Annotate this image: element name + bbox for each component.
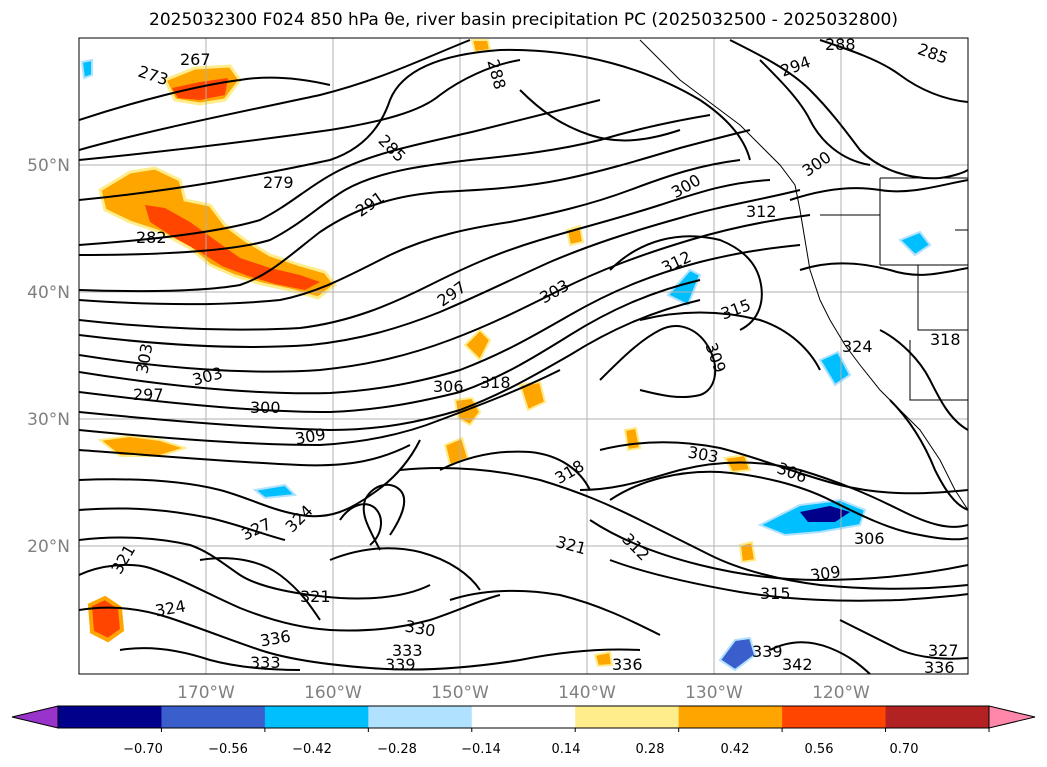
contour-label: 267 [180, 50, 211, 69]
map-title: 2025032300 F024 850 hPa θe, river basin … [149, 10, 898, 30]
colorbar-segment [471, 706, 576, 728]
colorbar-tick-label: 0.70 [890, 742, 919, 757]
colorbar-segment [782, 706, 887, 728]
precip-positive-region [738, 540, 757, 564]
lon-label: 160°W [304, 683, 362, 703]
contour-label: 342 [782, 655, 813, 674]
contour-label: 318 [480, 373, 511, 392]
plot-frame [78, 37, 969, 675]
lat-label: 30°N [27, 410, 70, 430]
colorbar-tick-label: 0.42 [721, 742, 750, 757]
colorbar-segment [678, 706, 783, 728]
lon-label: 140°W [558, 683, 616, 703]
precip-positive-region [463, 328, 492, 362]
precip-positive-region [97, 434, 189, 457]
precip-negative-region [898, 230, 932, 257]
precip-positive-region [593, 650, 614, 668]
contour-label: 339 [385, 655, 416, 674]
colorbar-extend-max [988, 705, 1036, 729]
contour-label: 315 [760, 584, 791, 603]
contour-label: 279 [263, 173, 294, 192]
colorbar-segment [575, 706, 680, 728]
lon-label: 120°W [812, 683, 870, 703]
lat-label: 20°N [27, 537, 70, 557]
contour-label: 309 [809, 562, 842, 585]
precip-negative-region [666, 268, 702, 307]
contour-label: 300 [250, 398, 281, 417]
precip-positive-region [87, 595, 125, 643]
contour-label: 282 [136, 228, 167, 247]
contour-label: 336 [924, 658, 955, 677]
latitude-labels: 50°N 40°N 30°N 20°N [27, 156, 70, 557]
lon-label: 130°W [685, 683, 743, 703]
coastline [639, 39, 968, 511]
contour-label: 306 [854, 529, 885, 548]
colorbar-tick-label: 0.56 [805, 742, 834, 757]
colorbar-tick-label: 0.28 [636, 742, 665, 757]
contour-label: 339 [752, 642, 783, 661]
colorbar-segment [264, 706, 369, 728]
contour-label: 321 [300, 587, 331, 606]
contour-label: 336 [612, 655, 643, 674]
colorbar-segment [368, 706, 473, 728]
colorbar-segment [58, 706, 162, 728]
theta-e-contours [79, 39, 968, 674]
contour-label: 312 [746, 202, 777, 221]
precip-negative-region [80, 58, 93, 80]
colorbar-segment [885, 706, 990, 728]
colorbar-extend-min [11, 705, 59, 729]
lat-label: 40°N [27, 283, 70, 303]
contour-label: 288 [825, 35, 856, 54]
colorbar-tick-label: 0.14 [552, 742, 581, 757]
precip-negative-region [718, 636, 757, 672]
contour-label: 333 [392, 641, 423, 660]
lon-label: 170°W [177, 683, 235, 703]
contour-label: 297 [133, 385, 164, 404]
contour-label: 324 [842, 337, 873, 356]
colorbar-tick-label: −0.42 [292, 742, 332, 757]
longitude-labels: 170°W 160°W 150°W 140°W 130°W 120°W [177, 683, 870, 703]
contour-label: 327 [928, 641, 959, 660]
lon-label: 150°W [431, 683, 489, 703]
precip-negative-region [800, 506, 850, 522]
colorbar-frame [57, 705, 990, 729]
colorbar-tick-label: −0.28 [377, 742, 417, 757]
colorbar-segment [161, 706, 266, 728]
colorbar-tick-label: −0.14 [461, 742, 501, 757]
contour-label: 333 [250, 653, 281, 672]
precip-negative-region [818, 350, 852, 387]
precip-positive-region [145, 205, 320, 290]
lat-label: 50°N [27, 156, 70, 176]
colorbar [11, 705, 1036, 732]
precip-negative-region [252, 483, 298, 500]
colorbar-tick-label: −0.56 [208, 742, 248, 757]
colorbar-labels: −0.70 −0.56 −0.42 −0.28 −0.14 0.14 0.28 … [123, 742, 918, 757]
contour-label: 318 [930, 330, 961, 349]
contour-label: 306 [433, 377, 464, 396]
colorbar-tick-label: −0.70 [123, 742, 163, 757]
